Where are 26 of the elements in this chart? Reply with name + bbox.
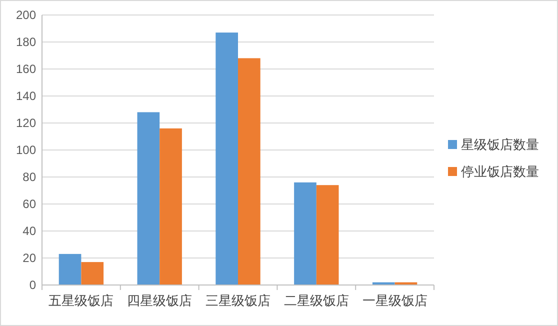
bar (58, 254, 82, 285)
y-tick-label: 60 (22, 197, 36, 211)
y-tick-label: 160 (16, 62, 36, 76)
legend-label: 星级饭店数量 (461, 137, 539, 152)
x-tick-label: 一星级饭店 (362, 293, 428, 308)
bar (294, 182, 316, 285)
y-tick-label: 40 (22, 224, 36, 238)
bar (81, 262, 104, 285)
bar (216, 32, 238, 285)
bar (238, 58, 260, 285)
x-tick-label: 三星级饭店 (206, 293, 270, 308)
y-tick-label: 100 (16, 143, 36, 157)
y-tick-label: 200 (16, 8, 36, 22)
x-tick-label: 二星级饭店 (284, 293, 349, 308)
y-tick-label: 0 (29, 278, 36, 292)
y-tick-label: 80 (22, 170, 36, 184)
legend-label: 停业饭店数量 (461, 164, 539, 179)
y-tick-label: 120 (16, 116, 36, 130)
y-tick-label: 20 (22, 251, 36, 265)
x-tick-label: 五星级饭店 (48, 293, 114, 308)
bar (316, 185, 339, 285)
y-tick-label: 180 (16, 35, 36, 49)
y-tick-label: 140 (16, 89, 36, 103)
bar (160, 128, 182, 285)
x-tick-label: 四星级饭店 (127, 293, 192, 308)
bar (137, 112, 160, 285)
